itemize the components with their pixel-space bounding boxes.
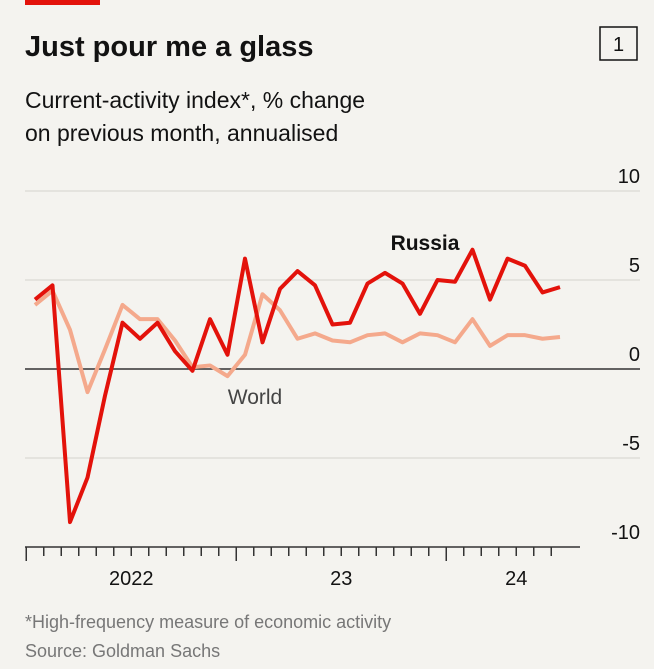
x-tick-label: 23	[330, 568, 352, 590]
series-label: World	[228, 386, 282, 409]
y-tick-label: -5	[622, 433, 640, 455]
y-tick-label: 0	[629, 344, 640, 366]
chart-title: Just pour me a glass	[25, 31, 314, 63]
brand-bar	[25, 0, 100, 5]
source: Source: Goldman Sachs	[25, 641, 220, 661]
x-tick-label: 24	[505, 568, 527, 590]
footnote: *High-frequency measure of economic acti…	[25, 612, 391, 632]
series-line	[33, 288, 561, 395]
y-tick-label: 5	[629, 255, 640, 277]
subtitle: Current-activity index*, % change	[25, 87, 365, 113]
y-tick-label: -10	[611, 522, 640, 544]
series-label: Russia	[391, 232, 460, 255]
chart-number: 1	[613, 34, 624, 56]
series-line	[33, 247, 561, 525]
y-tick-label: 10	[618, 166, 640, 188]
x-tick-label: 2022	[109, 568, 154, 590]
subtitle: on previous month, annualised	[25, 120, 338, 146]
chart-number-box	[599, 26, 638, 61]
